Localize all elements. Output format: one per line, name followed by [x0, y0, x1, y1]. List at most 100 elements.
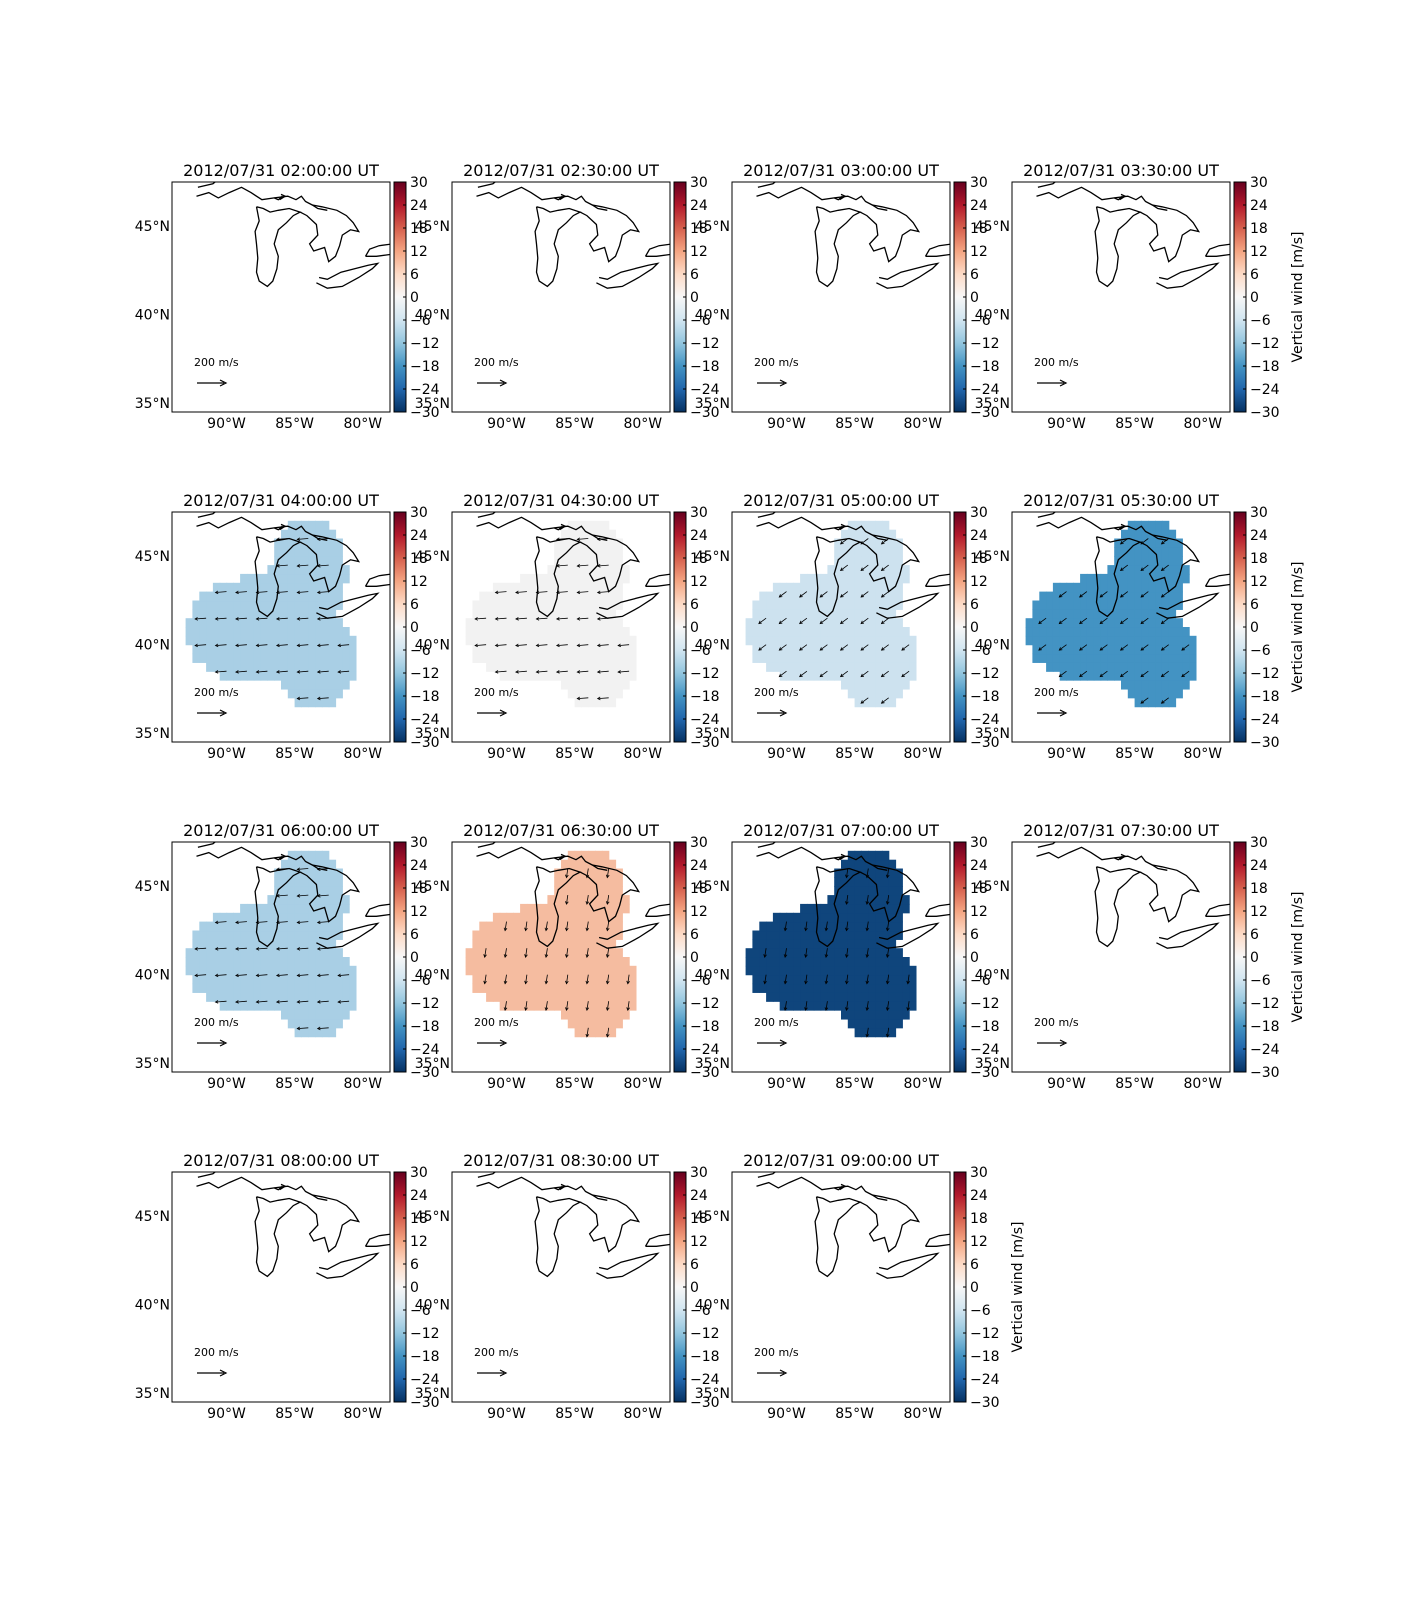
- lat-label: 45°N: [695, 879, 730, 895]
- colorbar-tick-label: 6: [690, 1257, 699, 1273]
- panel-title: 2012/07/31 02:30:00 UT: [463, 161, 659, 180]
- lat-label: 35°N: [975, 1056, 1010, 1072]
- wind-field: [185, 850, 357, 1038]
- lon-label: 85°W: [275, 746, 314, 762]
- scale-arrow-label: 200 m/s: [474, 356, 519, 369]
- colorbar-tick-label: 30: [1250, 175, 1268, 191]
- colorbar: 30 24 18 12 6 0 −6 −12 −18 −24 −30: [673, 505, 720, 751]
- colorbar-tick-label: 6: [410, 597, 419, 613]
- lat-label: 40°N: [135, 308, 170, 324]
- colorbar-tick-label: 18: [970, 551, 988, 567]
- colorbar-tick-label: 18: [690, 221, 708, 237]
- map-frame: [451, 841, 671, 1073]
- colorbar-tick-label: −24: [690, 382, 720, 398]
- colorbar-tick-label: 12: [690, 904, 708, 920]
- colorbar-tick-label: −24: [410, 382, 440, 398]
- colorbar-tick-label: −24: [970, 712, 1000, 728]
- lon-label: 80°W: [903, 416, 942, 432]
- lat-label: 45°N: [415, 879, 450, 895]
- lon-label: 90°W: [1047, 746, 1086, 762]
- lat-label: 45°N: [415, 219, 450, 235]
- colorbar-label: Vertical wind [m/s]: [1290, 562, 1306, 693]
- great-lakes-coastline: [476, 512, 670, 619]
- map-frame: [451, 181, 671, 413]
- scale-arrow: 200 m/s: [1034, 356, 1079, 387]
- colorbar-tick-label: 12: [410, 1234, 428, 1250]
- colorbar-tick-label: −18: [410, 689, 440, 705]
- lat-label: 40°N: [415, 308, 450, 324]
- great-lakes-coastline: [196, 182, 390, 289]
- colorbar-tick-label: −6: [690, 973, 711, 989]
- colorbar-tick-label: −18: [690, 1019, 720, 1035]
- lat-label: 40°N: [695, 1298, 730, 1314]
- map-panel: 2012/07/31 07:30:00 UT 200 m/s 45°N 40°N 35°…: [975, 821, 1306, 1092]
- colorbar-tick-label: −6: [1250, 313, 1271, 329]
- colorbar-tick-label: 24: [970, 528, 988, 544]
- colorbar-tick-label: 0: [410, 290, 419, 306]
- lon-label: 85°W: [275, 1076, 314, 1092]
- lon-label: 90°W: [207, 746, 246, 762]
- colorbar-tick-label: 30: [1250, 835, 1268, 851]
- scale-arrow: 200 m/s: [1034, 686, 1079, 717]
- great-lakes-coastline: [756, 842, 950, 949]
- wind-field: [745, 850, 917, 1038]
- wind-vectors: [763, 868, 910, 1038]
- colorbar-tick-label: −18: [970, 1349, 1000, 1365]
- colorbar-tick-label: −30: [970, 1395, 1000, 1411]
- colorbar-tick-label: −12: [690, 336, 720, 352]
- colorbar-tick-label: 12: [970, 244, 988, 260]
- colorbar-tick-label: −12: [690, 996, 720, 1012]
- colorbar-tick-label: 0: [970, 950, 979, 966]
- map-frame: [171, 181, 391, 413]
- lon-label: 80°W: [623, 416, 662, 432]
- colorbar-tick-label: −18: [410, 359, 440, 375]
- colorbar-tick-label: 0: [690, 290, 699, 306]
- wind-vectors: [194, 537, 350, 701]
- colorbar-tick-label: −12: [410, 996, 440, 1012]
- lat-label: 35°N: [135, 1056, 170, 1072]
- scale-arrow-label: 200 m/s: [1034, 356, 1079, 369]
- colorbar-tick-label: 18: [690, 881, 708, 897]
- colorbar-tick-label: 6: [410, 927, 419, 943]
- lat-label: 35°N: [695, 726, 730, 742]
- colorbar-tick-label: 24: [690, 1188, 708, 1204]
- map-frame: [171, 511, 391, 743]
- colorbar-tick-label: 12: [1250, 904, 1268, 920]
- lat-label: 45°N: [695, 219, 730, 235]
- colorbar-tick-label: 18: [1250, 221, 1268, 237]
- colorbar-tick-label: 24: [410, 858, 428, 874]
- scale-arrow-label: 200 m/s: [474, 686, 519, 699]
- colorbar-tick-label: −24: [1250, 1042, 1280, 1058]
- great-lakes-coastline: [476, 182, 670, 289]
- colorbar: 30 24 18 12 6 0 −6 −12 −18 −24 −30: [673, 1165, 720, 1411]
- colorbar-tick-label: 6: [970, 267, 979, 283]
- map-frame: [731, 1171, 951, 1403]
- panel-title: 2012/07/31 04:00:00 UT: [183, 491, 379, 510]
- panel-title: 2012/07/31 06:30:00 UT: [463, 821, 659, 840]
- scale-arrow-label: 200 m/s: [474, 1016, 519, 1029]
- colorbar: 30 24 18 12 6 0 −6 −12 −18 −24 −30: [953, 505, 1000, 751]
- colorbar-tick-label: −12: [970, 996, 1000, 1012]
- colorbar-tick-label: −30: [1250, 1065, 1280, 1081]
- colorbar-tick-label: 30: [970, 1165, 988, 1181]
- lon-label: 90°W: [1047, 416, 1086, 432]
- scale-arrow: 200 m/s: [754, 1346, 799, 1377]
- map-panel: 2012/07/31 05:30:00 UT 200 m/s 45°N 40°N 35°…: [975, 491, 1306, 762]
- colorbar-tick-label: 24: [690, 528, 708, 544]
- lon-label: 85°W: [275, 416, 314, 432]
- colorbar-tick-label: −6: [410, 313, 431, 329]
- colorbar-tick-label: −12: [970, 1326, 1000, 1342]
- lat-label: 40°N: [135, 1298, 170, 1314]
- colorbar-tick-label: −30: [690, 735, 720, 751]
- scale-arrow-label: 200 m/s: [754, 1346, 799, 1359]
- colorbar-tick-label: 24: [410, 1188, 428, 1204]
- scale-arrow: 200 m/s: [474, 356, 519, 387]
- lon-label: 80°W: [1183, 1076, 1222, 1092]
- colorbar-label: Vertical wind [m/s]: [1290, 232, 1306, 363]
- colorbar-label: Vertical wind [m/s]: [1290, 892, 1306, 1023]
- lat-label: 35°N: [135, 726, 170, 742]
- colorbar-tick-label: 30: [690, 1165, 708, 1181]
- map-panel: 2012/07/31 03:30:00 UT 200 m/s 45°N 40°N 35°…: [975, 161, 1306, 432]
- panel-title: 2012/07/31 08:00:00 UT: [183, 1151, 379, 1170]
- colorbar-tick-label: −12: [1250, 336, 1280, 352]
